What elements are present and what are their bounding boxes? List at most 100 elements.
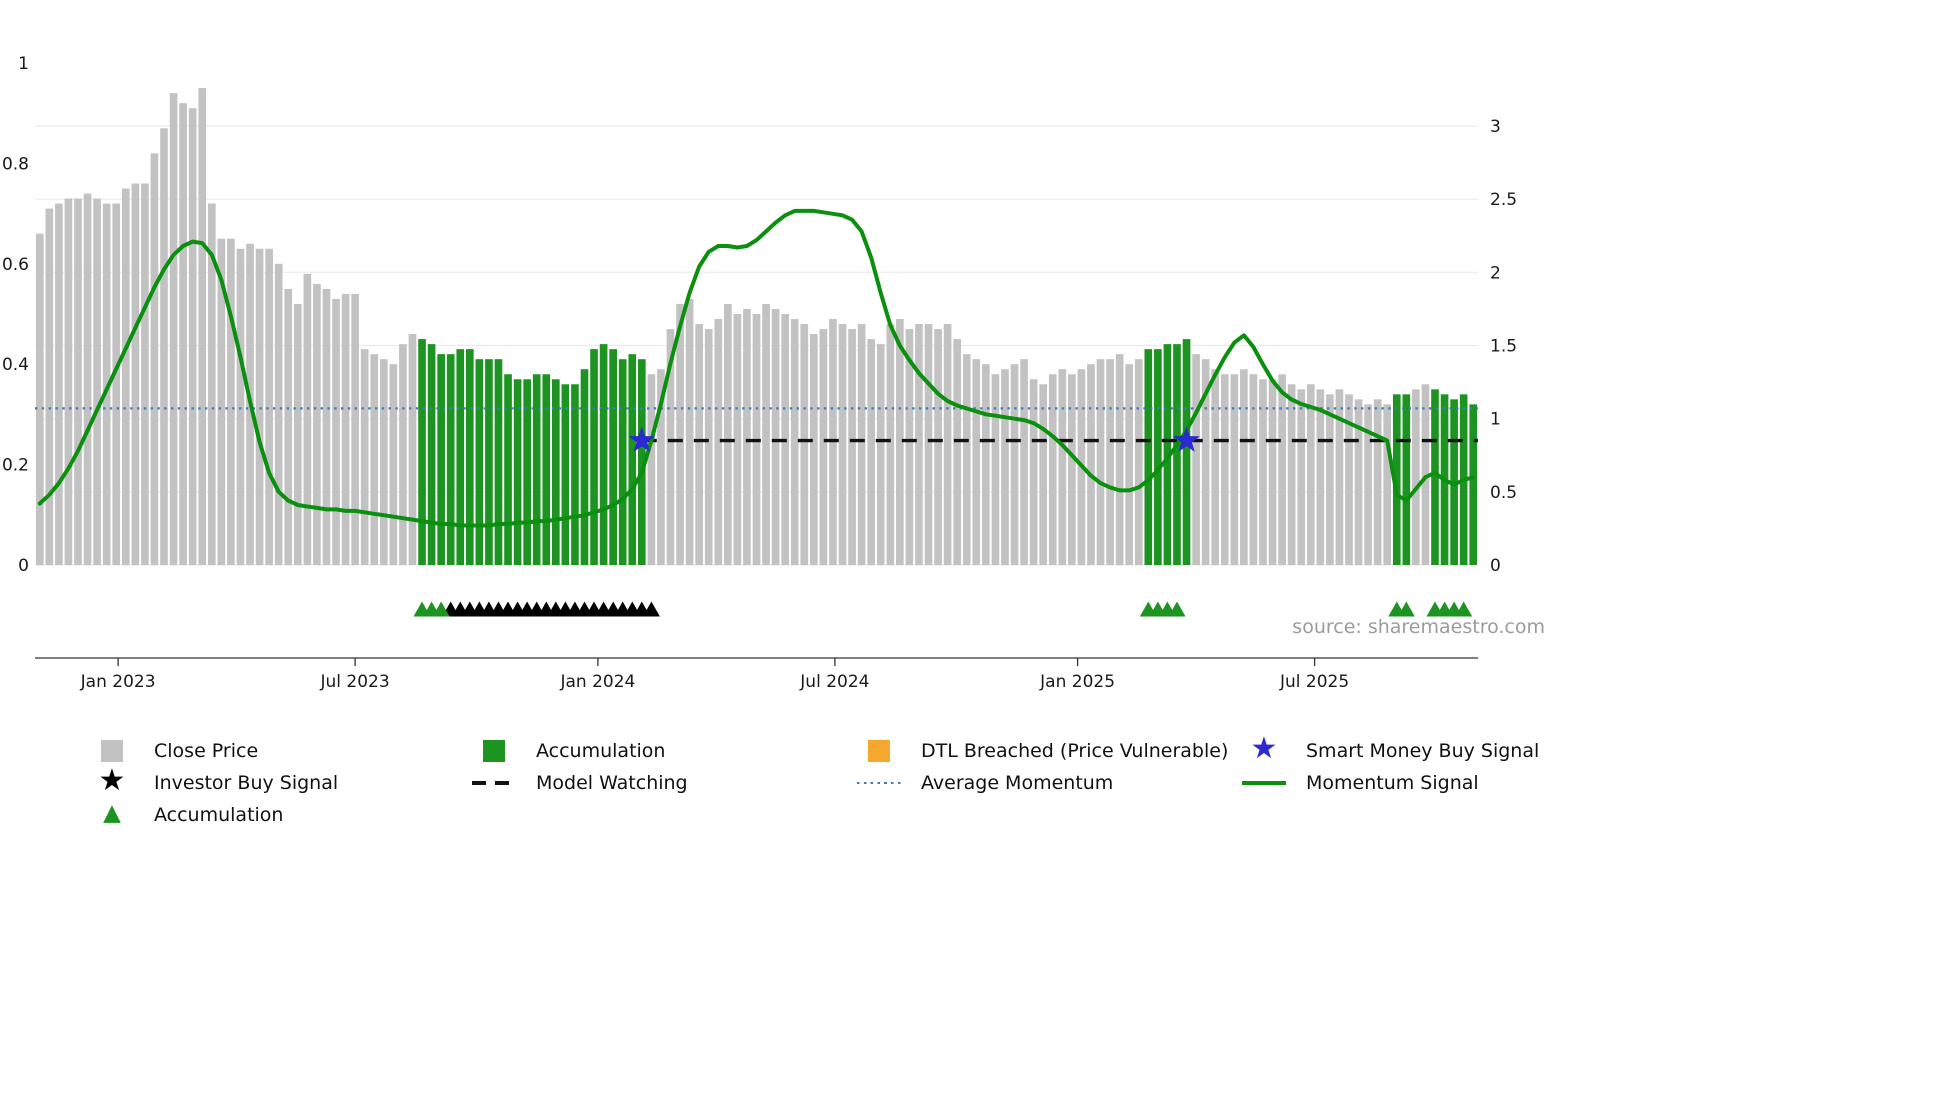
legend-label-close-price: Close Price	[154, 740, 259, 762]
legend-label-accumulation-marker: Accumulation	[154, 804, 284, 826]
close-price-bar	[819, 329, 828, 565]
close-price-bar	[838, 324, 847, 565]
close-price-bar	[1287, 384, 1296, 565]
close-price-bar	[1001, 369, 1009, 565]
close-price-bar	[762, 303, 770, 565]
accumulation-bar	[446, 354, 455, 565]
close-price-bar	[141, 183, 149, 566]
x-tick-label: Jan 2023	[80, 672, 156, 692]
chart-figure: Jan 2023 Jul 2023 Jan 2024 Jul 2024 Jan 2025…	[2, 54, 1545, 692]
close-price-bar	[1335, 389, 1344, 565]
left-y-tick-label: 0	[18, 556, 29, 576]
close-price-bar	[131, 183, 140, 566]
legend-item-accumulation-marker: ▲ Accumulation	[88, 801, 470, 828]
close-price-bar	[207, 203, 216, 565]
accumulation-bar	[532, 374, 541, 565]
accumulation-bar	[1392, 394, 1401, 565]
close-price-bar	[876, 344, 885, 565]
right-y-tick-label: 1	[1490, 410, 1501, 430]
close-price-bar	[1211, 369, 1220, 565]
close-price-bar	[953, 339, 962, 565]
left-y-tick-label: 0.8	[2, 154, 29, 174]
accumulation-bar	[513, 379, 522, 565]
close-price-bar	[284, 288, 293, 565]
close-price-bar	[1068, 374, 1076, 565]
close-price-bar	[1106, 359, 1114, 565]
accumulation-bar	[552, 379, 560, 565]
close-price-bar	[905, 329, 914, 565]
smart-money-star-icon: ★	[1250, 731, 1278, 766]
close-price-bar	[1316, 389, 1325, 565]
close-price-bar	[112, 203, 121, 565]
x-tick-label: Jul 2024	[799, 672, 869, 692]
close-price-bar	[867, 339, 875, 565]
smart-money-star	[1173, 426, 1200, 452]
smart-money-stars	[628, 426, 1200, 452]
close-price-bar	[1087, 364, 1095, 565]
legend-item-average-momentum: Average Momentum	[855, 770, 1240, 796]
x-tick-label: Jan 2025	[1039, 672, 1115, 692]
close-price-bar	[179, 103, 187, 565]
close-price-bar	[1249, 374, 1258, 565]
close-price-bar	[924, 324, 933, 565]
close-price-bar	[1354, 399, 1363, 565]
close-price-bar	[370, 354, 379, 565]
close-price-bar	[1297, 389, 1306, 565]
close-price-bar	[1421, 384, 1430, 565]
close-price-bar	[83, 193, 92, 565]
close-price-bar	[341, 293, 350, 565]
close-price-bar	[1306, 384, 1315, 565]
left-y-tick-label: 0.6	[2, 255, 29, 275]
close-price-bar	[666, 329, 675, 565]
x-tick-label: Jan 2024	[559, 672, 635, 692]
right-y-tick-label: 0.5	[1490, 483, 1517, 503]
close-price-bar	[886, 324, 895, 565]
close-price-bar	[35, 233, 44, 565]
x-tick-label: Jul 2023	[320, 672, 390, 692]
close-price-bar	[74, 198, 82, 566]
close-price-bar	[332, 298, 340, 565]
close-price-bar	[150, 153, 159, 566]
close-price-bar	[45, 208, 54, 565]
chart-legend: Close Price Accumulation DTL Breached (P…	[88, 734, 1960, 828]
close-price-bar	[351, 293, 359, 565]
accumulation-bar	[465, 349, 474, 565]
accumulation-bar	[580, 369, 589, 565]
accumulation-bar	[1431, 389, 1439, 565]
close-price-bar	[848, 329, 856, 565]
close-price-bars	[35, 88, 1478, 566]
accumulation-bar	[1182, 339, 1191, 565]
close-price-bar	[322, 288, 331, 565]
close-price-bar	[771, 308, 780, 565]
close-price-bar	[972, 359, 981, 565]
close-price-bar	[1125, 364, 1134, 565]
accumulation-bar	[571, 384, 579, 565]
close-price-bar	[991, 374, 1000, 565]
close-price-bar	[733, 314, 742, 565]
accumulation-triangle	[1455, 601, 1473, 617]
accumulation-bar	[475, 359, 484, 565]
close-price-bar	[685, 298, 694, 565]
accumulation-bar	[456, 349, 465, 565]
close-price-bar	[714, 319, 723, 565]
legend-label-momentum-signal: Momentum Signal	[1306, 772, 1479, 794]
accumulation-bar	[1173, 344, 1181, 565]
average-momentum-dot-icon	[857, 781, 901, 785]
close-price-bar	[188, 108, 197, 566]
close-price-bar	[810, 334, 818, 565]
x-tick-label: Jul 2025	[1279, 672, 1349, 692]
close-price-bar	[943, 324, 952, 565]
accumulation-bar	[628, 354, 637, 565]
accumulation-bar	[1402, 394, 1411, 565]
right-y-tick-label: 1.5	[1490, 337, 1517, 357]
right-y-tick-label: 2.5	[1490, 190, 1517, 210]
accumulation-bar	[494, 359, 503, 565]
close-price-bar	[379, 359, 388, 565]
close-price-bar	[399, 344, 407, 565]
investor-buy-markers	[442, 601, 660, 617]
close-price-bar	[255, 248, 264, 566]
accumulation-bar	[638, 359, 646, 565]
accumulation-bar	[599, 344, 608, 565]
close-price-bar	[962, 354, 971, 565]
close-price-bar	[1220, 374, 1229, 565]
